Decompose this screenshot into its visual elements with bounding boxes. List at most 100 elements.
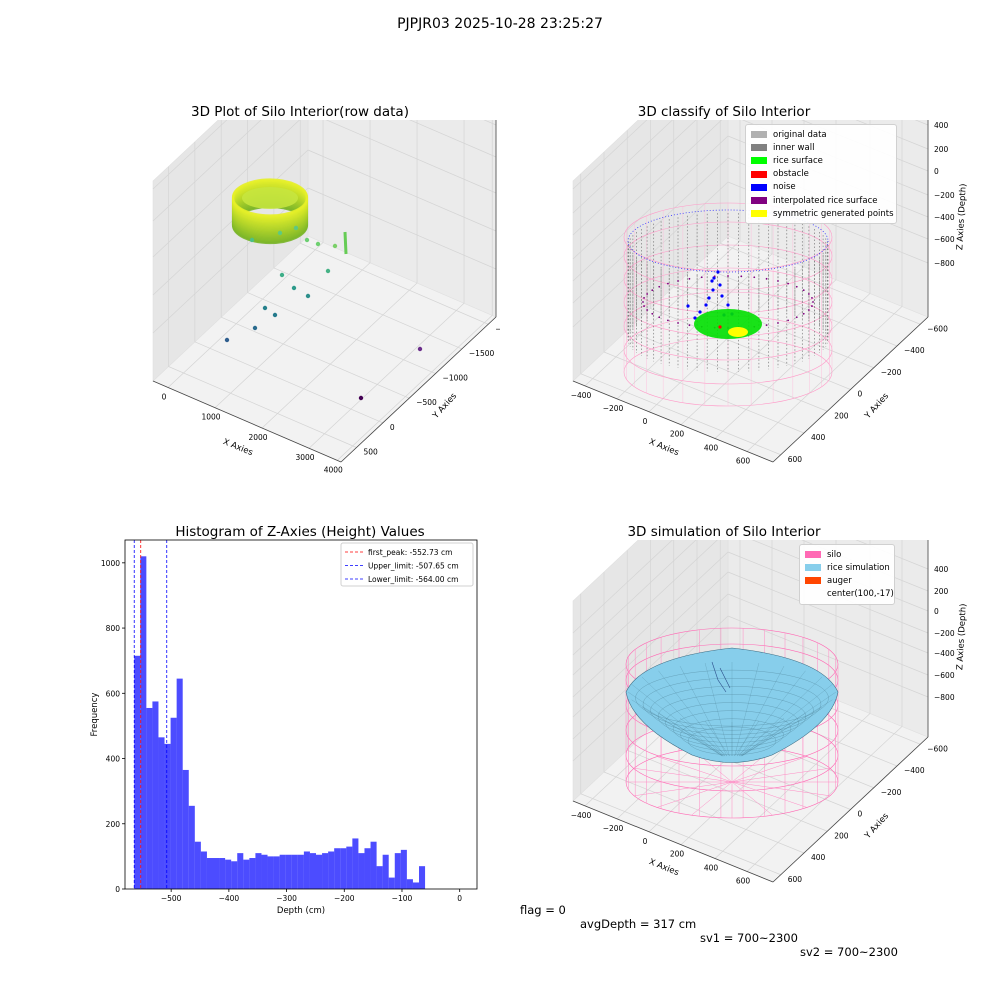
interpolated-point <box>666 319 669 322</box>
rice-mesh-line <box>738 670 806 757</box>
noise-point <box>686 304 690 308</box>
histogram-bar <box>182 769 189 889</box>
interpolated-point <box>642 301 644 303</box>
z-tick-label: 0 <box>934 607 939 616</box>
y-tick-label: −400 <box>904 346 925 355</box>
y-axis-line <box>772 736 929 883</box>
y-tick-label: 400 <box>811 433 826 442</box>
legend-label: interpolated rice surface <box>773 195 878 206</box>
y-tick-label: −600 <box>927 744 948 753</box>
legend-label: rice simulation <box>827 562 890 573</box>
histogram-bar <box>388 877 395 889</box>
legend-item: silo <box>805 548 889 561</box>
rice-mesh-line <box>736 665 785 757</box>
raw-panel-title: 3D Plot of Silo Interior(row data) <box>191 104 409 120</box>
legend-label: inner wall <box>773 142 815 153</box>
legend-swatch <box>751 197 767 205</box>
z-tick-label: 200 <box>934 145 949 154</box>
legend-swatch <box>805 551 821 559</box>
legend-label: silo <box>827 549 842 560</box>
histogram-bar <box>176 678 183 889</box>
y-gridline <box>720 242 921 325</box>
y-tick-label: 200 <box>834 411 849 420</box>
y-tick-label: 200 <box>834 831 849 840</box>
rice-mesh-line <box>679 717 728 757</box>
x-tick-label: 3000 <box>295 453 314 462</box>
z-tick-label: −200 <box>934 191 955 200</box>
raw-data-point <box>417 346 423 352</box>
y-tick-label: 600 <box>788 455 803 464</box>
y-tick-label: 800 <box>106 624 121 633</box>
legend-item: interpolated rice surface <box>751 194 891 207</box>
histogram-bar <box>285 854 292 889</box>
x-gridline <box>308 302 465 449</box>
plot-frame <box>124 539 478 890</box>
x-tick-label: 0 <box>643 417 648 426</box>
histogram-bar <box>273 856 280 889</box>
raw-data-point <box>315 241 321 247</box>
figure-title: PJPJR03 2025-10-28 23:25:27 <box>397 16 603 32</box>
y-gridline <box>650 308 851 390</box>
avg-depth-text: avgDepth = 317 cm <box>580 917 697 931</box>
silo-floor-spoke <box>656 756 733 783</box>
histogram-bar <box>406 879 413 889</box>
histogram-bar <box>412 882 420 889</box>
histogram-bar <box>140 556 147 889</box>
silo-floor-spoke <box>656 781 733 808</box>
interpolated-point <box>787 319 790 322</box>
y-tick-label: −500 <box>416 398 437 407</box>
interpolated-point <box>765 277 768 280</box>
histogram-bar <box>340 848 347 889</box>
symmetric-points <box>728 327 748 337</box>
y-gridline <box>603 771 805 854</box>
z-gridline <box>409 120 497 158</box>
legend-item: rice surface <box>751 154 891 167</box>
histogram-bar <box>231 861 238 889</box>
x-tick-label: 0 <box>643 837 648 846</box>
histogram-bar <box>376 866 383 889</box>
y-gridline <box>273 267 463 350</box>
rice-mesh-line <box>736 717 785 757</box>
histogram-bar <box>146 707 153 889</box>
y-axis-line <box>772 316 929 463</box>
x-tick-label: 200 <box>670 850 685 859</box>
interpolated-point <box>811 305 813 307</box>
rice-mesh-line <box>704 720 730 757</box>
z-gridline <box>727 593 929 676</box>
legend-label: original data <box>773 129 827 140</box>
x-tick-label: 200 <box>670 430 685 439</box>
rice-mesh-line <box>631 699 723 757</box>
x-tick-label: 600 <box>736 456 751 465</box>
legend-label: first_peak: -552.73 cm <box>368 548 452 557</box>
interpolated-point <box>795 316 798 319</box>
z-gridline <box>152 120 228 190</box>
histogram-bar <box>419 866 426 889</box>
rice-mesh-line <box>641 676 724 757</box>
interpolated-point <box>787 282 790 285</box>
y-tick-label: −200 <box>881 788 902 797</box>
raw-data-point <box>252 325 258 331</box>
y-tick-label: 600 <box>106 689 121 698</box>
z-gridline <box>152 120 262 222</box>
x-axis-label: Depth (cm) <box>277 906 325 916</box>
noise-point <box>693 316 697 320</box>
silo-floor-spoke <box>731 781 773 816</box>
y-axis-label: Y Axies <box>862 391 891 422</box>
y-tick-label: −1500 <box>469 349 495 358</box>
interpolated-point <box>651 289 654 292</box>
legend-item: noise <box>751 181 891 194</box>
histogram-bar <box>243 859 250 889</box>
legend-swatch <box>805 577 821 585</box>
legend-swatch <box>751 170 767 178</box>
y-tick-label: 500 <box>364 448 379 457</box>
rice-surface-points <box>694 309 762 339</box>
y-gridline <box>194 341 383 424</box>
y-tick-label: −200 <box>881 368 902 377</box>
interpolated-point <box>812 301 814 303</box>
histogram-bar <box>255 853 262 889</box>
raw-top-surface <box>242 187 298 209</box>
x-axis-label: X Axies <box>647 437 680 458</box>
z-gridline <box>572 551 729 698</box>
histogram-legend <box>340 542 474 587</box>
interpolated-point <box>688 277 691 280</box>
